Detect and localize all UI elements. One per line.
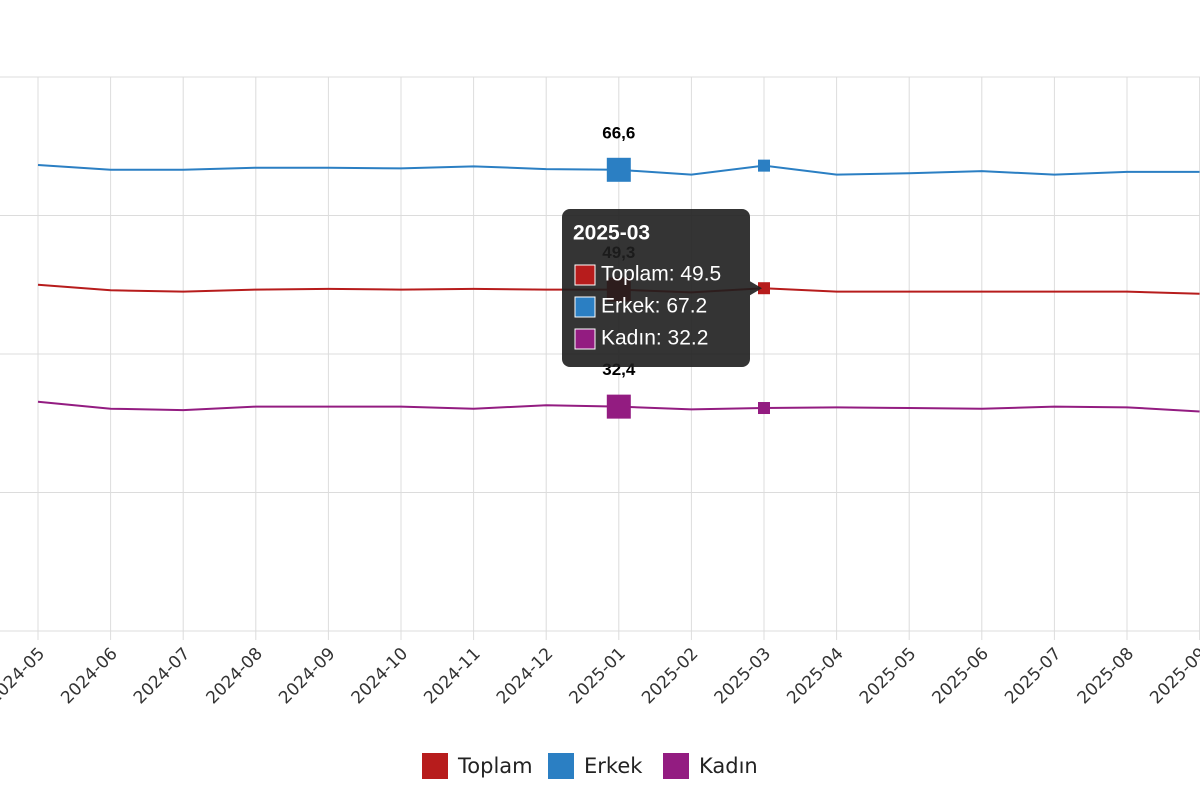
x-tick-label: 2024-11 [420,644,484,708]
legend-swatch [422,753,448,779]
tooltip-item: Kadın: 32.2 [601,327,708,350]
legend-label: Kadın [699,754,758,778]
tooltip-box [562,209,750,367]
legend-label: Toplam [457,754,533,778]
tooltip-swatch [574,328,596,350]
x-tick-label: 2025-09 [1146,644,1200,708]
tooltip-swatch [574,296,596,318]
legend-label: Erkek [584,754,643,778]
x-tick-label: 2024-09 [275,644,339,708]
legend-swatch [548,753,574,779]
point-marker [758,159,770,172]
legend-swatch [663,753,689,779]
point-marker [606,157,631,182]
point-marker [758,282,770,295]
tooltip-title: 2025-03 [573,222,650,245]
data-label: 66,6 [602,123,635,142]
x-tick-label: 2025-07 [1001,644,1065,708]
tooltip-item: Erkek: 67.2 [601,295,707,318]
x-tick-label: 2024-08 [203,644,267,708]
tooltip: 2025-03 Toplam: 49.5 Erkek: 67.2 Kadın: 32.… [562,209,762,367]
x-tick-label: 2025-03 [711,644,775,708]
x-tick-label: 2025-02 [638,644,702,708]
x-tick-label: 2025-04 [783,644,847,708]
point-marker [606,394,631,419]
x-tick-label: 2025-01 [566,644,630,708]
x-tick-label: 2025-05 [856,644,920,708]
point-marker [758,402,770,415]
x-tick-label: 2024-07 [130,644,194,708]
x-tick-label: 2024-12 [493,644,557,708]
tooltip-item: Toplam: 49.5 [601,263,721,286]
tooltip-caret [750,281,762,296]
x-tick-label: 2024-05 [0,644,49,708]
x-tick-label: 2024-10 [348,644,412,708]
x-tick-label: 2025-06 [929,644,993,708]
tooltip-swatch [574,264,596,286]
x-tick-label: 2024-06 [57,644,121,708]
x-tick-label: 2025-08 [1074,644,1138,708]
